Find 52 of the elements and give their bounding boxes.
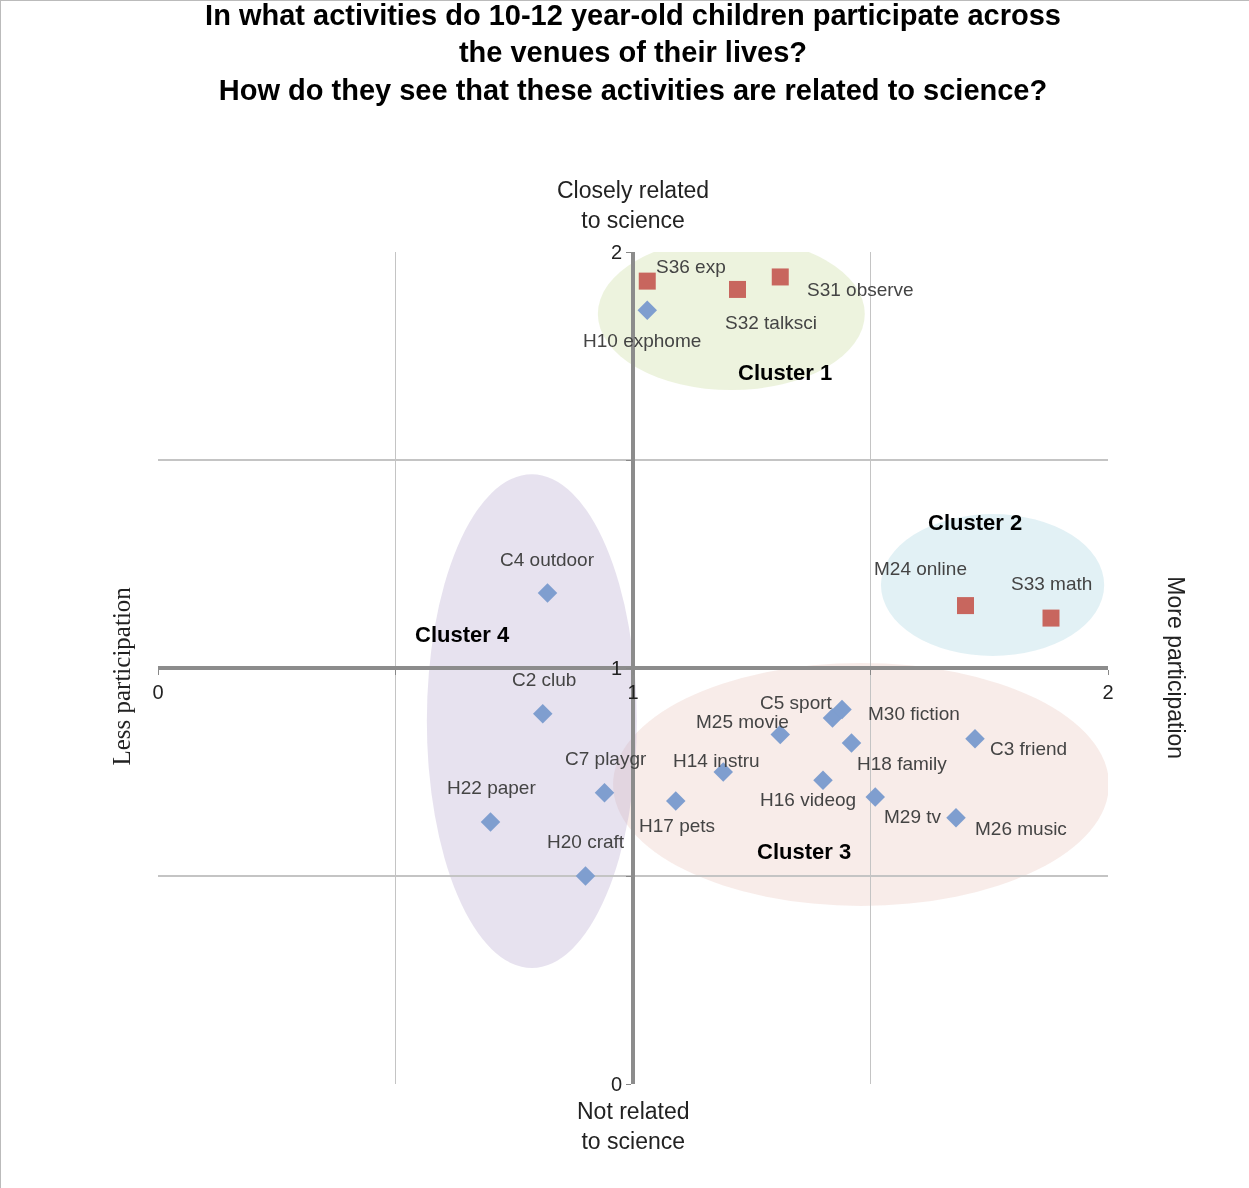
- annotation: C4 outdoor: [500, 549, 595, 570]
- annotation: Cluster 2: [928, 510, 1023, 535]
- y-tick-label: 1: [610, 657, 622, 679]
- annotation: H18 family: [857, 753, 948, 774]
- point: [666, 791, 686, 811]
- point: [637, 300, 657, 320]
- point: [865, 787, 885, 807]
- annotation: M30 fiction: [868, 703, 960, 724]
- point: [832, 699, 852, 720]
- annotation: C2 club: [512, 669, 577, 690]
- point: [965, 728, 985, 749]
- annotation: S33 math: [1011, 573, 1093, 594]
- y-tick-label: 2: [610, 241, 622, 263]
- point: [638, 272, 656, 290]
- y-tick-label: 0: [610, 1073, 622, 1095]
- point: [1042, 609, 1060, 627]
- point: [533, 704, 553, 724]
- annotation: Cluster 4: [415, 622, 510, 647]
- point: [537, 583, 558, 603]
- x-tick-label: 1: [627, 681, 639, 703]
- point: [771, 268, 789, 286]
- annotation: Cluster 1: [738, 360, 833, 385]
- annotation: H16 videog: [760, 789, 857, 810]
- text: More participation: [1162, 576, 1189, 760]
- point: [946, 808, 966, 828]
- annotation: M24 online: [874, 558, 967, 579]
- annotation: M29 tv: [884, 806, 942, 827]
- annotation: S36 exp: [656, 256, 726, 277]
- point: [813, 770, 833, 791]
- point: [957, 597, 974, 615]
- x-tick-label: 2: [1102, 681, 1114, 703]
- point: [841, 733, 862, 753]
- point: [729, 280, 746, 298]
- y-axis-title: Less participation: [107, 586, 135, 766]
- point: [575, 866, 596, 886]
- annotation: M25 movie: [696, 711, 789, 732]
- annotation: M26 music: [975, 818, 1067, 839]
- annotation: S31 observe: [807, 279, 914, 300]
- x-tick-label: 0: [152, 681, 164, 703]
- annotation: C3 friend: [990, 738, 1068, 759]
- annotation: H14 instru: [673, 750, 760, 771]
- point: [480, 812, 501, 832]
- point: [594, 783, 615, 803]
- text: Closely related to science: [557, 177, 710, 233]
- annotation: H22 paper: [447, 777, 537, 798]
- x-axis-title: Not related to science: [577, 1098, 690, 1154]
- annotation: C5 sport: [760, 692, 833, 713]
- annotation: H17 pets: [639, 815, 716, 836]
- chart-title: In what activities do 10-12 year-old children participate across the venues of their lives? How do they see that these activities are related to science?: [205, 0, 1061, 107]
- annotation: S32 talksci: [725, 312, 817, 333]
- annotation: H20 craft: [547, 831, 625, 852]
- annotation: Cluster 3: [757, 839, 852, 864]
